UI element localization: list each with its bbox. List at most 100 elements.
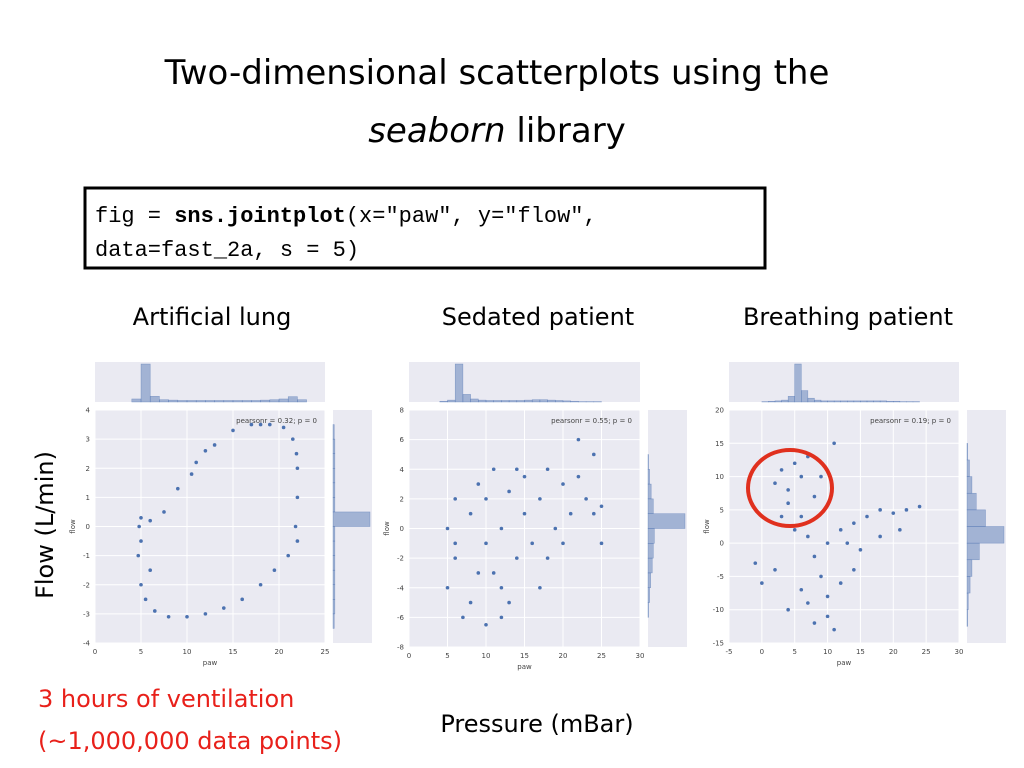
point — [499, 585, 504, 590]
hist-bar — [332, 453, 336, 469]
point — [799, 587, 804, 592]
point — [806, 601, 810, 605]
point — [484, 541, 488, 546]
hist-bar — [168, 399, 179, 403]
x-tick-label: 30 — [636, 652, 645, 660]
axis-label: paw — [203, 659, 218, 667]
point — [476, 482, 481, 486]
hist-bar — [214, 400, 225, 403]
y-tick-label: 3 — [86, 436, 90, 444]
point — [838, 581, 843, 585]
y-label: Flow (L/min) — [31, 451, 59, 599]
chart-title: Breathing patient — [743, 303, 953, 331]
point — [185, 614, 189, 619]
hist-bar — [332, 555, 336, 571]
point — [143, 597, 148, 602]
x-tick-label: 20 — [889, 648, 898, 656]
hist-bar — [195, 400, 206, 403]
point — [166, 614, 171, 619]
annotation: pearsonr = 0.19; p = 0 — [870, 417, 951, 425]
point — [865, 514, 869, 519]
point — [258, 582, 263, 587]
point — [576, 437, 581, 442]
point — [825, 594, 830, 599]
hist-bar — [966, 592, 969, 610]
point — [515, 556, 519, 560]
point — [515, 467, 519, 472]
hist-bar — [886, 400, 894, 403]
point — [162, 510, 166, 514]
point — [453, 541, 458, 546]
hist-bar — [131, 398, 142, 403]
x-tick-label: -5 — [726, 648, 733, 656]
hist-area — [95, 362, 325, 402]
x-tick-label: 30 — [955, 648, 964, 656]
x-tick-label: 10 — [183, 648, 192, 656]
point — [812, 554, 817, 559]
hist-bar — [332, 482, 336, 498]
hist-bar — [555, 400, 564, 403]
point — [491, 467, 496, 472]
y-tick-label: 2 — [400, 495, 404, 503]
hist-bar — [647, 587, 650, 603]
point — [522, 511, 527, 516]
hist-bar — [332, 424, 335, 440]
y-tick-label: 20 — [715, 407, 724, 415]
y-tick-label: -5 — [717, 573, 724, 581]
y-tick-label: 2 — [86, 465, 90, 473]
point — [599, 541, 604, 546]
hist-bar — [332, 569, 336, 585]
hist-bar — [847, 400, 855, 403]
y-tick-label: 15 — [715, 440, 724, 448]
x-tick-label: 20 — [559, 652, 568, 660]
x-tick-label: 25 — [597, 652, 606, 660]
point — [139, 539, 143, 543]
point — [545, 556, 550, 560]
slide-title-line2: seaborn library — [368, 111, 626, 151]
y-tick-label: -3 — [83, 610, 90, 618]
point — [878, 508, 882, 512]
point — [212, 443, 217, 447]
x-tick-label: 5 — [139, 648, 143, 656]
point — [852, 567, 856, 572]
point — [838, 528, 843, 532]
hist-bar — [820, 400, 828, 403]
point — [194, 460, 198, 465]
hist-bar — [794, 363, 802, 403]
title-italic: seaborn — [368, 111, 505, 151]
point — [530, 541, 534, 546]
y-tick-label: 4 — [86, 407, 91, 415]
y-tick-label: -10 — [713, 606, 724, 614]
plot-area — [729, 410, 959, 643]
point — [522, 474, 527, 479]
y-tick-label: 0 — [400, 525, 404, 533]
y-tick-label: 10 — [715, 473, 724, 481]
hist-bar — [840, 400, 848, 403]
hist-bar — [647, 543, 654, 559]
hist-bar — [966, 443, 968, 461]
x-tick-label: 15 — [520, 652, 529, 660]
point — [792, 461, 797, 466]
x-tick-label: 0 — [93, 648, 97, 656]
hist-bar — [768, 400, 776, 403]
point — [445, 526, 450, 531]
hist-bar — [251, 400, 261, 403]
point — [281, 425, 286, 430]
hist-bar — [278, 398, 289, 403]
note: (~1,000,000 data points) — [38, 727, 342, 755]
x-tick-label: 15 — [229, 648, 238, 656]
x-tick-label: 0 — [760, 648, 764, 656]
y-tick-label: 6 — [400, 436, 405, 444]
annotation: pearsonr = 0.32; p = 0 — [236, 417, 317, 425]
point — [484, 622, 488, 627]
point — [904, 508, 909, 512]
hist-bar — [508, 400, 518, 403]
slide-title: Two-dimensional scatterplots using the — [164, 53, 830, 93]
chart-title: Artificial lung — [133, 303, 292, 331]
hist-bar — [966, 509, 986, 527]
point — [832, 441, 836, 446]
point — [819, 574, 823, 579]
point — [476, 571, 481, 575]
hist-bar — [205, 400, 215, 403]
